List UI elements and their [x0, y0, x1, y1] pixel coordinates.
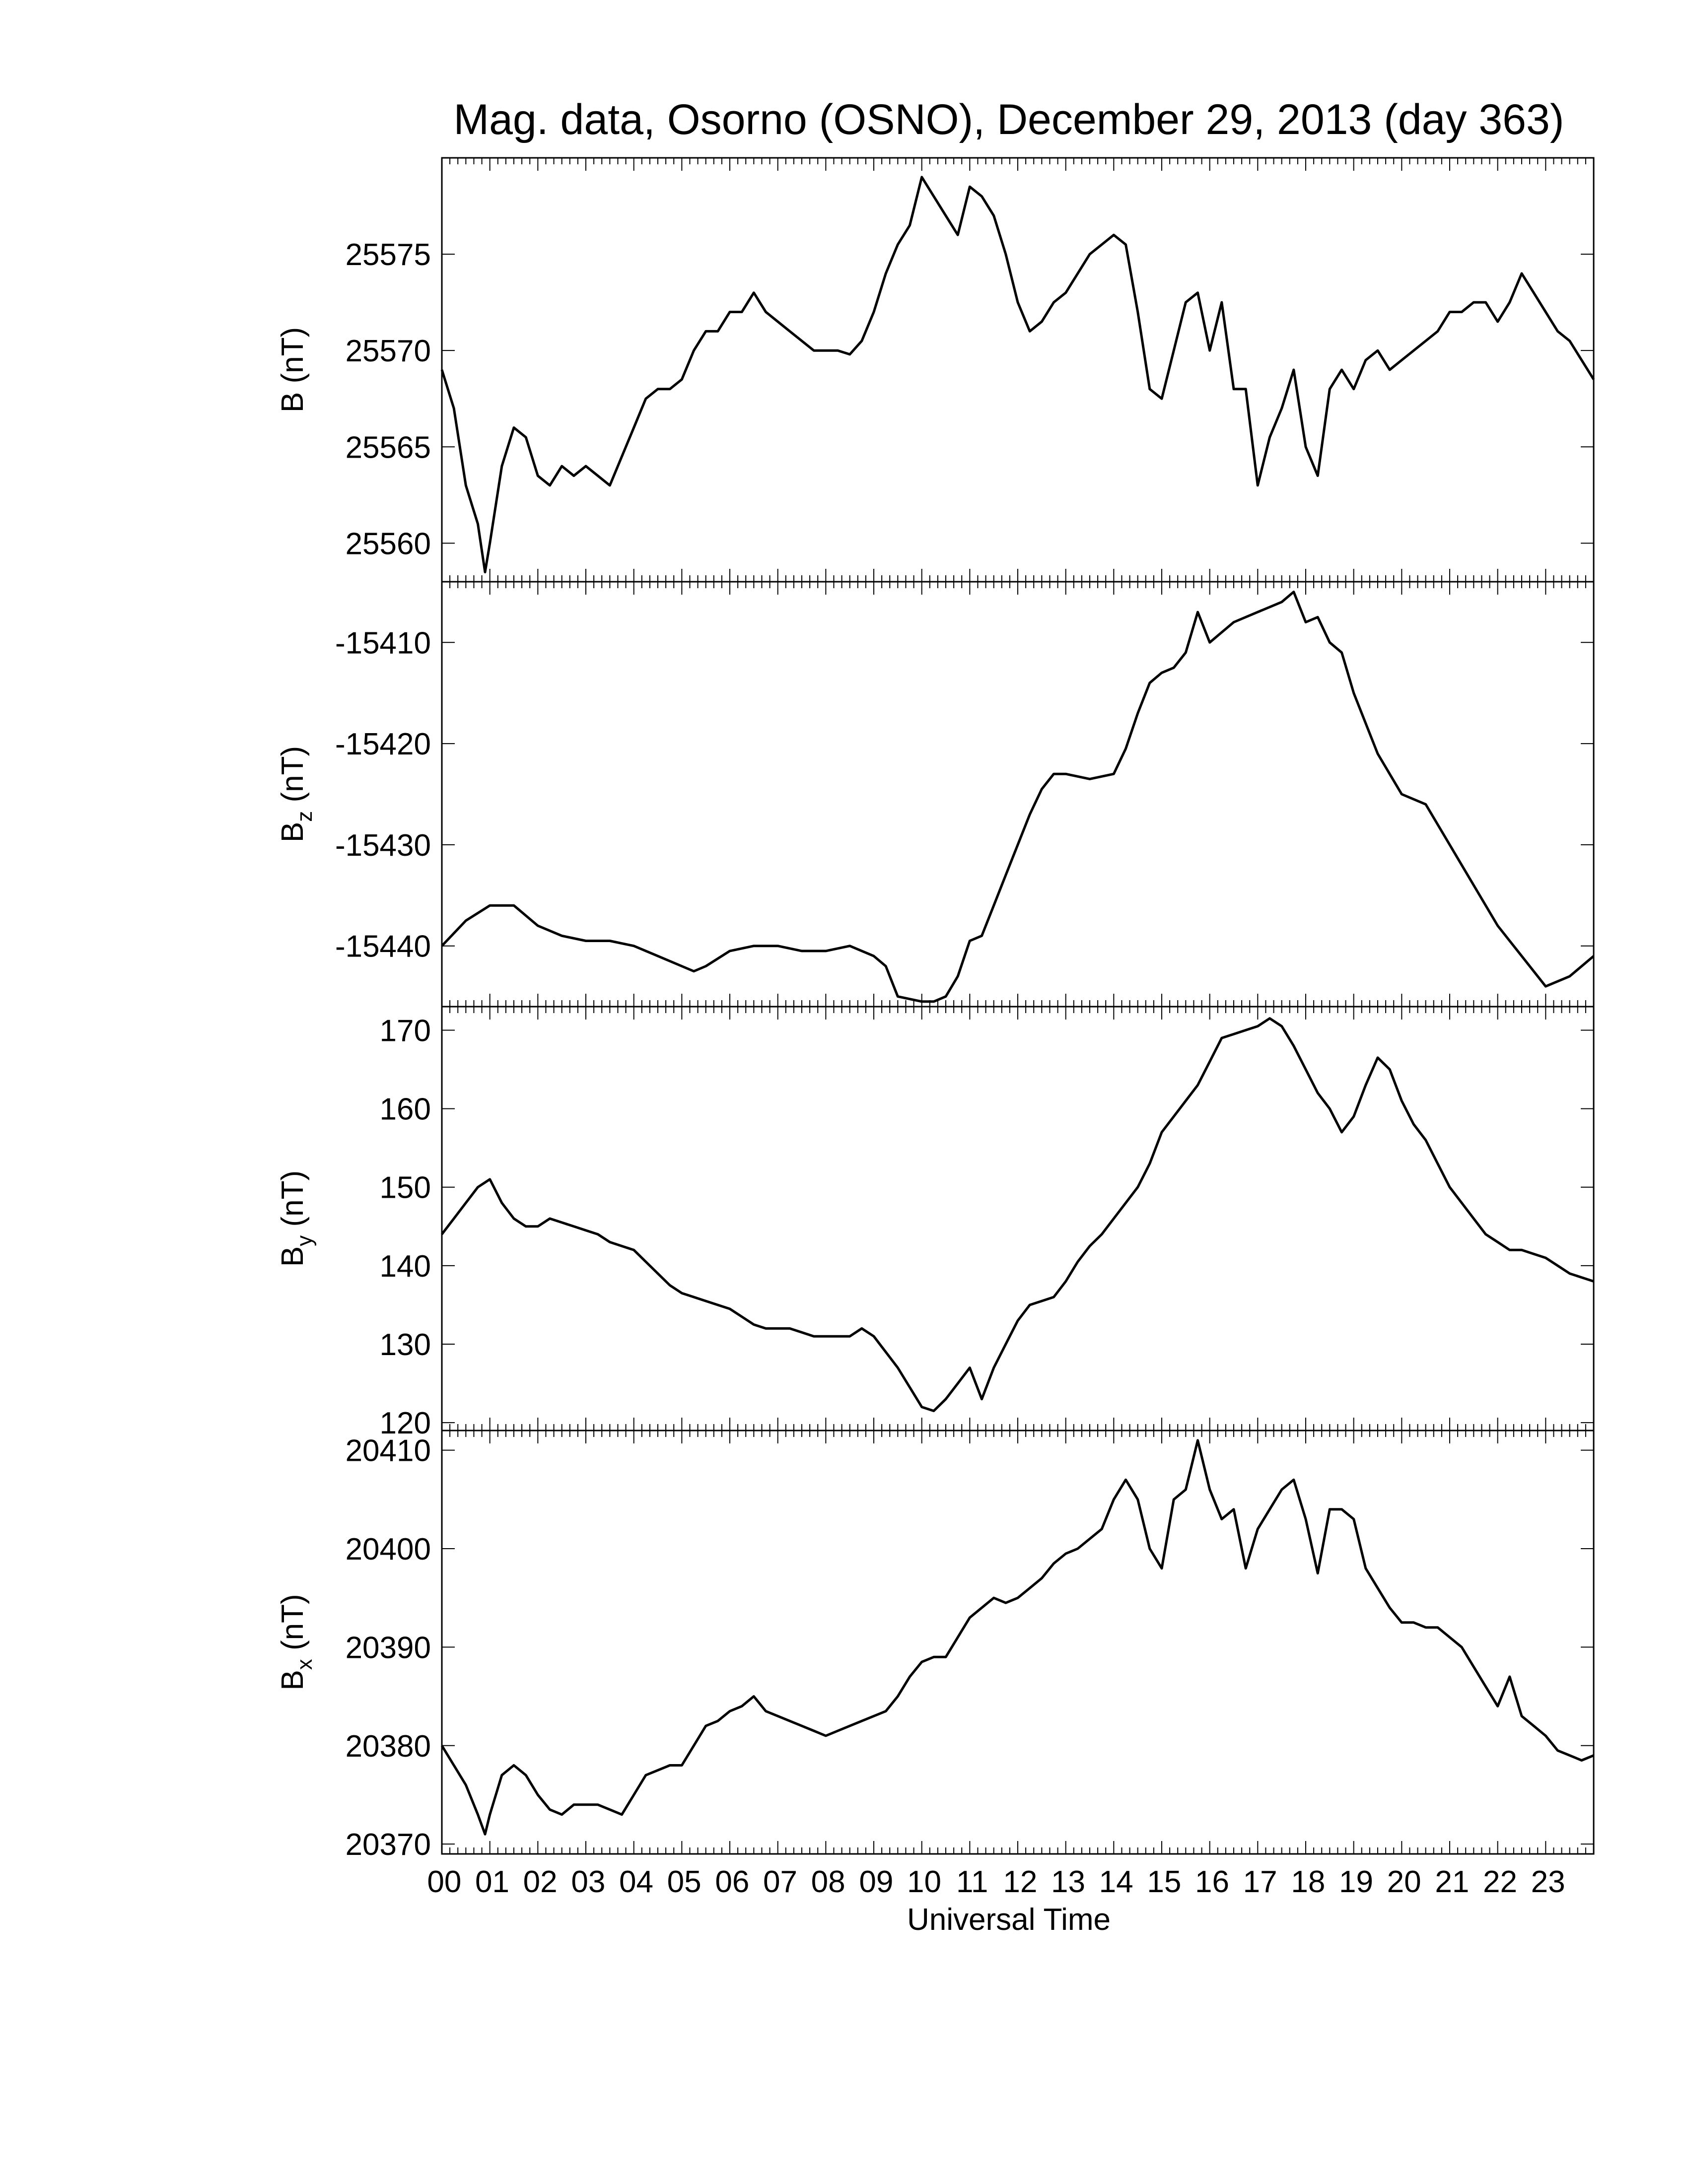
y-axis-label-subscript: y: [292, 1235, 317, 1246]
y-axis-label: Bz (nT): [276, 746, 317, 842]
y-tick-label: 25565: [346, 430, 431, 465]
x-tick-label: 13: [1051, 1865, 1085, 1899]
y-axis-label: Bx (nT): [276, 1594, 317, 1690]
panel-0: 25560 25565 25570 25575 B (nT): [276, 157, 1595, 583]
y-tick-label: -15440: [335, 930, 431, 964]
y-axis-label: By (nT): [276, 1170, 317, 1267]
y-tick-label: 20400: [346, 1532, 431, 1567]
panel-frame: [441, 1006, 1595, 1432]
x-tick-label: 06: [715, 1865, 749, 1899]
y-tick-label: 170: [380, 1014, 431, 1048]
x-tick-label: 11: [956, 1865, 988, 1899]
y-axis-label-subscript: z: [292, 811, 317, 822]
y-axis-label-main: B: [276, 1670, 310, 1690]
x-tick-label: 20: [1387, 1865, 1421, 1899]
x-tick-label: 21: [1435, 1865, 1469, 1899]
chart-title: Mag. data, Osorno (OSNO), December 29, 2…: [453, 96, 1564, 143]
x-tick-label: 15: [1147, 1865, 1181, 1899]
x-tick-label: 18: [1291, 1865, 1325, 1899]
y-tick-label: 160: [380, 1092, 431, 1127]
y-tick-label: -15420: [335, 727, 431, 761]
x-tick-label: 22: [1483, 1865, 1517, 1899]
y-tick-label: 130: [380, 1328, 431, 1362]
panel-2: 120 130 140 150 160 170 By (nT): [276, 1006, 1595, 1440]
y-axis-label-unit: (nT): [276, 1170, 310, 1235]
y-tick-label: 20380: [346, 1729, 431, 1764]
panel-frame: [441, 1430, 1595, 1855]
x-tick-label: 07: [763, 1865, 797, 1899]
y-axis-label-main: B: [276, 1246, 310, 1267]
x-tick-label: 00: [427, 1865, 461, 1899]
panel-3: 20370 20380 20390 20400 20410 Bx (nT): [276, 1430, 1595, 1862]
series-line: [441, 1017, 1594, 1412]
panel-1: -15410 -15420 -15430 -15440 Bz (nT): [276, 581, 1595, 1008]
x-tick-label: 02: [523, 1865, 558, 1899]
y-tick-label: 150: [380, 1171, 431, 1205]
y-tick-label: 25570: [346, 334, 431, 368]
x-tick-label: 19: [1339, 1865, 1373, 1899]
series-line: [440, 1439, 1594, 1836]
x-tick-labels: 00 01 02 03 04 05 06 07 08 09 10 11 12 13 14 15 16 17 18 19…: [427, 1865, 1565, 1899]
y-axis-label: B (nT): [276, 327, 310, 412]
panel-frame: [441, 157, 1595, 583]
x-tick-label: 05: [667, 1865, 702, 1899]
y-tick-label: 20390: [346, 1631, 431, 1665]
series-line: [440, 176, 1595, 574]
x-tick-label: 12: [1003, 1865, 1037, 1899]
y-axis-label-unit: (nT): [276, 327, 310, 392]
x-tick-label: 09: [859, 1865, 893, 1899]
x-tick-label: 01: [475, 1865, 509, 1899]
x-tick-label: 23: [1531, 1865, 1565, 1899]
x-tick-label: 10: [907, 1865, 941, 1899]
y-axis-label-main: B: [276, 392, 310, 412]
y-axis-label-main: B: [276, 822, 310, 842]
y-tick-label: -15430: [335, 828, 431, 863]
y-tick-label: -15410: [335, 626, 431, 660]
y-tick-label: 120: [380, 1406, 431, 1440]
x-axis-label: Universal Time: [907, 1903, 1111, 1937]
x-tick-label: 04: [619, 1865, 653, 1899]
x-tick-label: 14: [1099, 1865, 1133, 1899]
y-tick-label: 25575: [346, 238, 431, 272]
x-tick-label: 17: [1243, 1865, 1277, 1899]
y-axis-label-unit: (nT): [276, 1594, 310, 1659]
y-tick-label: 25560: [346, 527, 431, 561]
series-line: [441, 590, 1595, 1003]
y-tick-label: 20410: [346, 1434, 431, 1468]
y-axis-label-subscript: x: [292, 1659, 317, 1670]
x-tick-label: 16: [1195, 1865, 1229, 1899]
y-tick-label: 20370: [346, 1828, 431, 1862]
x-tick-label: 03: [571, 1865, 605, 1899]
x-tick-label: 08: [811, 1865, 845, 1899]
y-axis-label-unit: (nT): [276, 746, 310, 811]
y-tick-label: 140: [380, 1249, 431, 1284]
